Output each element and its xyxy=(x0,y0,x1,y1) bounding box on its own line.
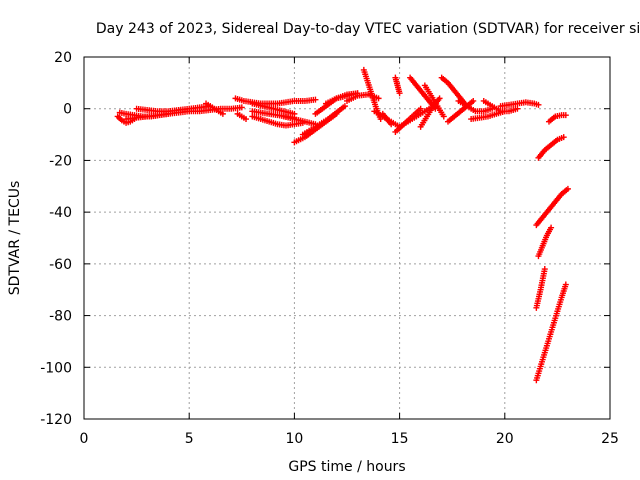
x-tick-label: 25 xyxy=(601,431,619,447)
data-point xyxy=(312,96,319,103)
data-point xyxy=(564,185,571,192)
x-tick-label: 5 xyxy=(185,431,194,447)
y-tick-label: -120 xyxy=(40,412,72,428)
y-tick-label: -60 xyxy=(49,257,72,273)
data-point xyxy=(396,90,403,97)
x-tick-labels: 0 5 10 15 20 25 xyxy=(80,431,619,447)
plot-frame xyxy=(83,56,611,420)
x-tick-label: 10 xyxy=(285,431,303,447)
y-tick-label: -20 xyxy=(49,153,72,169)
data-points xyxy=(114,66,571,384)
data-point xyxy=(243,116,250,123)
y-tick-labels: -120 -100 -80 -60 -40 -20 0 20 xyxy=(40,50,72,428)
data-point xyxy=(436,95,443,102)
data-point xyxy=(417,105,424,112)
x-axis-label: GPS time / hours xyxy=(288,459,405,475)
y-axis-label: SDTVAR / TECUs xyxy=(7,181,23,296)
data-point xyxy=(548,224,555,231)
data-point xyxy=(388,121,395,128)
x-tick-label: 15 xyxy=(391,431,409,447)
data-point xyxy=(219,110,226,117)
y-tick-label: -100 xyxy=(40,360,72,376)
data-point xyxy=(560,134,567,141)
data-point xyxy=(562,281,569,288)
chart-title: Day 243 of 2023, Sidereal Day-to-day VTE… xyxy=(96,21,640,37)
data-point xyxy=(341,103,348,110)
data-point xyxy=(514,105,521,112)
data-point xyxy=(562,112,569,119)
data-point xyxy=(541,266,548,273)
y-tick-label: 20 xyxy=(54,50,72,66)
x-tick-label: 20 xyxy=(496,431,514,447)
data-point xyxy=(470,97,477,104)
x-tick-label: 0 xyxy=(80,431,89,447)
data-point xyxy=(535,101,542,108)
data-point xyxy=(440,113,447,120)
tick-marks xyxy=(83,56,611,420)
data-point xyxy=(238,104,245,111)
data-point xyxy=(291,110,298,117)
y-tick-label: 0 xyxy=(63,102,72,118)
y-tick-label: -40 xyxy=(49,205,72,221)
data-point xyxy=(375,95,382,102)
y-tick-label: -80 xyxy=(49,309,72,325)
